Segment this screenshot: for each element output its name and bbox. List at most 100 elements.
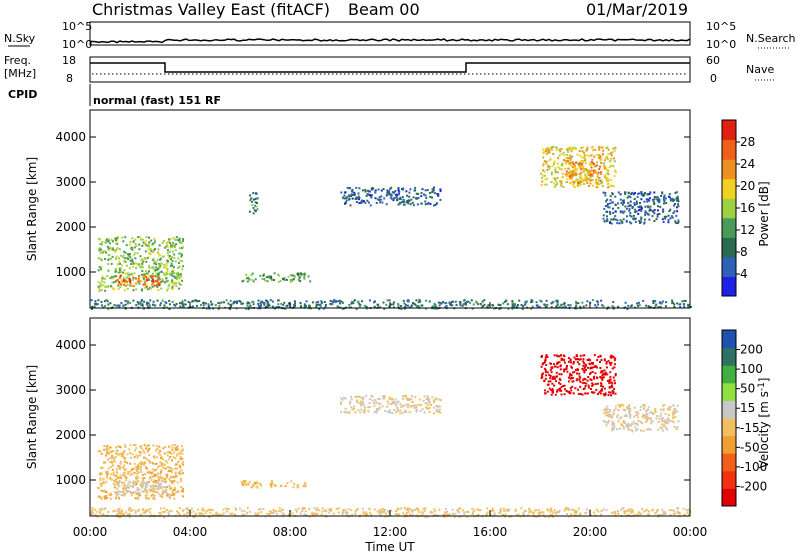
data-cell [138, 494, 141, 497]
data-cell [613, 379, 616, 382]
data-cell [99, 285, 102, 288]
data-cell [127, 254, 130, 257]
data-cell [412, 509, 415, 512]
data-cell [106, 449, 108, 452]
data-cell [654, 512, 657, 515]
data-cell [98, 249, 101, 252]
data-cell [599, 361, 601, 363]
data-cell [577, 181, 580, 184]
data-cell [172, 475, 175, 478]
data-cell [124, 444, 127, 447]
data-cell [371, 399, 374, 402]
data-cell [567, 172, 570, 175]
data-cell [625, 425, 628, 428]
colorbar-tick-label: 200 [740, 343, 763, 357]
data-cell [131, 258, 134, 261]
data-cell [614, 408, 617, 411]
data-cell [675, 206, 678, 209]
colorbar-tick-label: -50 [740, 440, 760, 454]
data-cell [554, 167, 557, 170]
data-cell [218, 305, 221, 308]
data-cell [123, 260, 126, 263]
data-cell [320, 513, 323, 516]
data-cell [432, 412, 435, 415]
data-cell [612, 306, 615, 309]
data-cell [657, 205, 659, 208]
data-cell [577, 302, 580, 305]
freq-bottom-label: 8 [66, 72, 73, 85]
data-cell [170, 246, 172, 249]
data-cell [409, 513, 411, 516]
data-cell [637, 511, 640, 514]
data-cell [325, 515, 328, 518]
data-cell [339, 302, 341, 305]
data-cell [663, 196, 666, 199]
data-cell [114, 497, 117, 500]
data-cell [277, 273, 280, 276]
data-cell [161, 278, 164, 281]
data-cell [182, 495, 184, 498]
data-cell [168, 256, 171, 259]
data-cell [556, 362, 559, 365]
data-cell [590, 166, 593, 169]
data-cell [555, 184, 558, 186]
data-cell [168, 239, 171, 242]
data-cell [629, 407, 632, 410]
data-cell [329, 302, 332, 305]
data-cell [591, 158, 594, 161]
data-cell [291, 512, 294, 515]
data-cell [311, 301, 314, 304]
data-cell [125, 280, 128, 283]
data-cell [624, 193, 627, 196]
data-cell [604, 394, 606, 397]
data-cell [277, 303, 280, 306]
data-cell [135, 266, 138, 269]
data-cell [142, 449, 145, 452]
data-cell [270, 511, 273, 514]
data-cell [656, 209, 659, 212]
data-cell [109, 242, 111, 245]
data-cell [292, 486, 295, 489]
data-cell [104, 289, 107, 292]
data-cell [676, 404, 679, 407]
mode-text: normal (fast) 151 RF [93, 94, 221, 107]
data-cell [165, 262, 168, 265]
colorbar-tick-label: 15 [740, 401, 755, 415]
data-cell [363, 410, 366, 413]
data-cell [175, 303, 178, 305]
data-cell [396, 401, 399, 403]
data-cell [119, 254, 122, 257]
data-cell [647, 408, 650, 411]
data-cell [129, 491, 132, 494]
data-cell [436, 307, 439, 310]
data-cell [506, 303, 509, 306]
data-cell [605, 509, 608, 512]
data-cell [356, 395, 359, 398]
data-cell [148, 459, 151, 462]
data-cell [618, 222, 621, 225]
data-cell [601, 185, 604, 188]
data-cell [147, 448, 150, 451]
data-cell [303, 276, 306, 279]
data-cell [376, 198, 379, 201]
data-cell [667, 221, 670, 224]
data-cell [600, 389, 603, 392]
data-cell [656, 415, 659, 417]
data-cell [491, 509, 494, 512]
data-cell [558, 305, 561, 308]
data-cell [174, 249, 177, 252]
data-cell [180, 486, 183, 488]
data-cell [406, 406, 409, 409]
data-cell [151, 278, 154, 281]
data-cell [550, 171, 553, 174]
data-cell [588, 174, 590, 177]
data-cell [515, 514, 518, 517]
data-cell [577, 183, 580, 186]
data-cell [600, 377, 603, 380]
data-cell [644, 414, 647, 417]
data-cell [568, 147, 571, 149]
data-cell [163, 507, 166, 510]
data-cell [149, 485, 152, 488]
data-cell [658, 417, 661, 420]
data-cell [111, 281, 114, 284]
